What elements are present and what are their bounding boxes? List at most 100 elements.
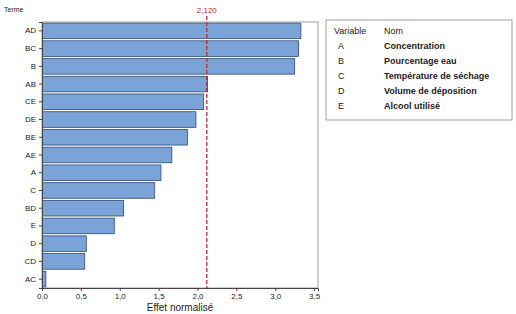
tick-mark <box>39 279 42 280</box>
tick-label: C <box>30 186 36 195</box>
table-cell: Pourcentage eau <box>384 56 457 66</box>
tick-mark <box>236 288 237 291</box>
bar <box>42 129 187 145</box>
tick: A <box>31 168 42 177</box>
reference-line <box>206 16 207 288</box>
tick: 3,0 <box>270 288 282 301</box>
tick-label: 2,0 <box>192 292 204 301</box>
table-cell: B <box>338 56 344 66</box>
tick: AE <box>25 151 42 160</box>
table-cell: C <box>338 71 345 81</box>
tick-label: 0,5 <box>76 292 88 301</box>
tick: BC <box>25 44 42 53</box>
tick-mark <box>39 137 42 138</box>
frame <box>42 22 318 288</box>
plot: 0,00,51,01,52,02,53,03,5ADBCBABCEDEBEAEA… <box>24 22 320 301</box>
chart: 0,00,51,01,52,02,53,03,5ADBCBABCEDEBEAEA… <box>0 0 516 314</box>
tick: CE <box>25 97 42 106</box>
bar <box>42 76 208 92</box>
tick: 1,0 <box>115 288 127 301</box>
tick-label: A <box>31 168 37 177</box>
tick-mark <box>39 243 42 244</box>
bar <box>42 254 85 270</box>
bar <box>42 236 86 252</box>
tick: 3,5 <box>309 288 321 301</box>
tick-label: B <box>31 62 36 71</box>
bars <box>42 23 301 287</box>
axis-line <box>43 289 319 292</box>
y-title: Terme <box>4 6 24 13</box>
tick: 2,5 <box>231 288 243 301</box>
bar <box>42 41 299 57</box>
tick: BD <box>25 204 42 213</box>
tick: AB <box>25 80 42 89</box>
reference-label: 2,120 <box>197 6 218 15</box>
tick-mark <box>39 225 42 226</box>
tick-label: AD <box>25 26 36 35</box>
table-cell: E <box>338 101 344 111</box>
tick-mark <box>39 84 42 85</box>
tick-label: D <box>30 239 36 248</box>
tick: AC <box>25 275 42 284</box>
tick: E <box>31 221 42 230</box>
tick: 0,5 <box>76 288 88 301</box>
tick: D <box>30 239 42 248</box>
bar <box>42 200 124 216</box>
x-axis: 0,0 0,5 1,0 1,5 2,0 2,5 3,0 3,5 <box>37 288 321 301</box>
bar <box>42 165 161 181</box>
tick-label: CD <box>24 257 36 266</box>
tick: AD <box>25 26 42 35</box>
tick-label: BE <box>25 133 36 142</box>
tick-mark <box>120 288 121 291</box>
tick-label: BD <box>25 204 36 213</box>
y-axis: AD BC B AB CE DE BE AE AC BD ED CD AC <box>24 23 42 289</box>
tick-label: 3,0 <box>270 292 282 301</box>
tick-mark <box>39 101 42 102</box>
bar <box>42 94 204 110</box>
tick: 0,0 <box>37 288 49 301</box>
tick-mark <box>275 288 276 291</box>
table-cell: D <box>338 86 345 96</box>
tick-label: CE <box>25 97 36 106</box>
variable-box <box>326 20 512 120</box>
bar <box>42 218 114 234</box>
tick-mark <box>39 155 42 156</box>
tick-label: 2,5 <box>231 292 243 301</box>
tick: 2,0 <box>192 288 204 301</box>
tick-mark <box>39 119 42 120</box>
tick-label: AB <box>25 80 36 89</box>
tick-label: BC <box>25 44 36 53</box>
bar <box>42 147 172 163</box>
tick-label: 0,0 <box>37 292 49 301</box>
tick: C <box>30 186 42 195</box>
tick: DE <box>25 115 42 124</box>
tick-mark <box>39 66 42 67</box>
tick-label: 1,0 <box>115 292 127 301</box>
tick-mark <box>39 261 42 262</box>
tick-mark <box>39 172 42 173</box>
bar <box>42 183 155 199</box>
tick-label: E <box>31 221 36 230</box>
tick-mark <box>39 48 42 49</box>
bar <box>42 59 295 75</box>
table-cell: Température de séchage <box>384 71 489 81</box>
tick-label: 3,5 <box>309 292 321 301</box>
table-cell: Volume de déposition <box>384 86 477 96</box>
table-cell: A <box>338 41 344 51</box>
tick-mark <box>159 288 160 291</box>
tick-mark <box>39 208 42 209</box>
table-cell: Alcool utilisé <box>384 101 440 111</box>
table-header: Variable <box>334 26 366 36</box>
tick: BE <box>25 133 42 142</box>
tick-mark <box>81 288 82 291</box>
axis-line <box>39 23 43 289</box>
tick-mark <box>39 190 42 191</box>
tick-label: 1,5 <box>154 292 166 301</box>
tick-label: AE <box>25 151 36 160</box>
tick-label: DE <box>25 115 36 124</box>
tick-mark <box>314 288 315 291</box>
tick: 1,5 <box>154 288 166 301</box>
tick-mark <box>39 30 42 31</box>
tick: CD <box>24 257 42 266</box>
bar <box>42 112 196 128</box>
